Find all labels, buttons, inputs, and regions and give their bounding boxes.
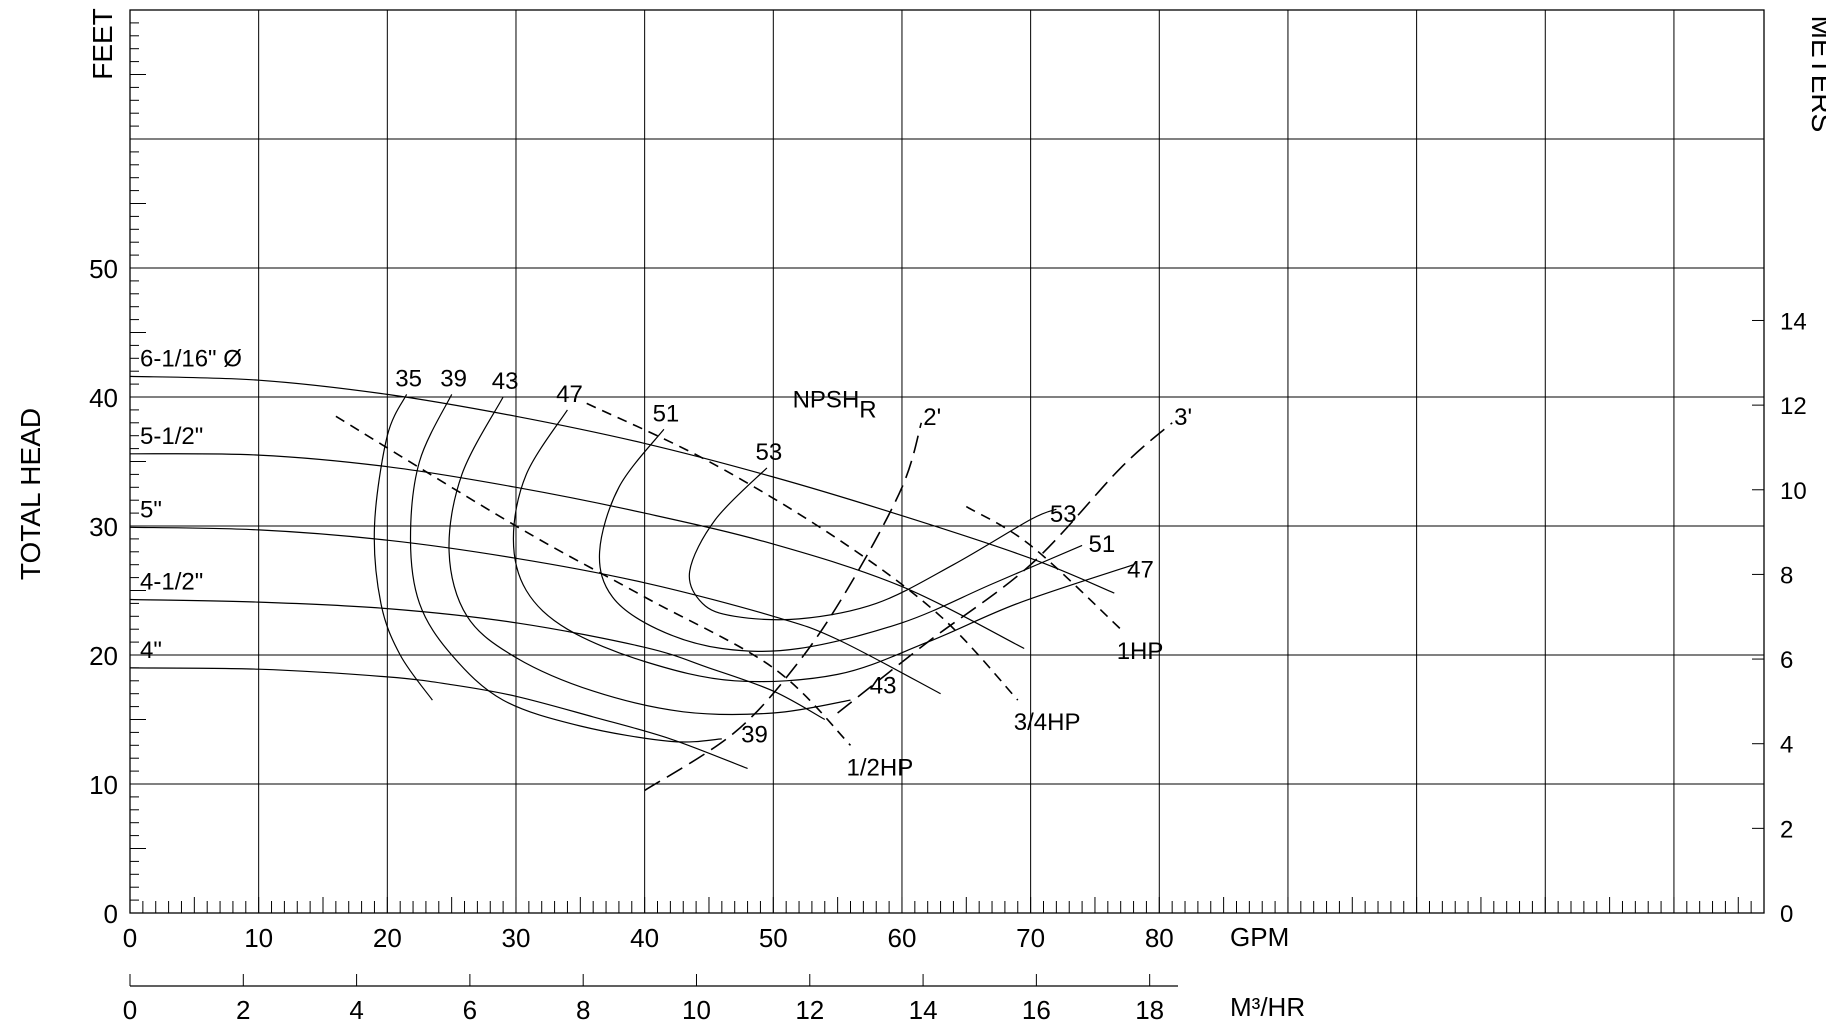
- bottom-unit-label: GPM: [1230, 922, 1289, 952]
- efficiency-end-label: 53: [1050, 501, 1077, 528]
- efficiency-end-label: 47: [1127, 557, 1154, 584]
- right-tick-label: 14: [1780, 308, 1807, 335]
- efficiency-curve: [688, 467, 1057, 621]
- bottom-tick-label: 20: [373, 923, 402, 953]
- m3hr-tick-label: 14: [909, 995, 938, 1024]
- efficiency-end-label: 43: [870, 673, 897, 700]
- efficiency-label: 53: [756, 439, 783, 466]
- npsh-label: NPSHR: [793, 386, 877, 423]
- left-tick-label: 30: [89, 512, 118, 542]
- hp-curve: [335, 415, 852, 746]
- m3hr-tick-label: 6: [463, 995, 477, 1024]
- efficiency-curve: [598, 428, 1083, 652]
- impeller-curve: [129, 667, 748, 770]
- efficiency-curve: [373, 394, 433, 701]
- bottom2-unit-label: M³/HR: [1230, 992, 1305, 1022]
- bottom-tick-label: 50: [759, 923, 788, 953]
- plot-frame: [129, 9, 1765, 914]
- efficiency-label: 47: [556, 381, 583, 408]
- right-tick-label: 8: [1780, 562, 1793, 589]
- curves: [129, 375, 1173, 792]
- axis-ticks: [129, 22, 1764, 987]
- right-tick-label: 2: [1780, 816, 1793, 843]
- efficiency-label: 43: [492, 368, 519, 395]
- m3hr-tick-label: 2: [236, 995, 250, 1024]
- impeller-label: 5-1/2": [140, 423, 203, 450]
- m3hr-tick-label: 8: [576, 995, 590, 1024]
- impeller-label: 5": [140, 496, 162, 523]
- efficiency-label: 39: [440, 365, 467, 392]
- impeller-curve: [129, 453, 1025, 650]
- right-unit-label: METERS: [1806, 16, 1826, 133]
- left-tick-label: 0: [104, 899, 118, 929]
- hp-label: 1/2HP: [847, 754, 914, 781]
- right-tick-label: 10: [1780, 478, 1807, 505]
- left-unit-label: FEET: [87, 8, 118, 80]
- npsh-curve-label: 3': [1174, 404, 1192, 431]
- right-tick-label: 0: [1780, 901, 1793, 928]
- hp-curve: [586, 402, 1019, 701]
- efficiency-end-label: 51: [1089, 531, 1116, 558]
- impeller-curve: [129, 526, 941, 695]
- bottom-tick-label: 10: [244, 923, 273, 953]
- bottom-tick-label: 70: [1016, 923, 1045, 953]
- m3hr-tick-label: 12: [795, 995, 824, 1024]
- hp-label: 3/4HP: [1014, 709, 1081, 736]
- left-tick-label: 10: [89, 770, 118, 800]
- right-tick-label: 12: [1780, 393, 1807, 420]
- impeller-curve: [129, 375, 1115, 594]
- bottom-tick-label: 60: [888, 923, 917, 953]
- left-tick-label: 50: [89, 254, 118, 284]
- npsh-label-main: NPSH: [793, 386, 860, 413]
- npsh-curve: [837, 422, 1173, 714]
- left-axis-title: TOTAL HEAD: [15, 408, 46, 580]
- bottom-tick-label: 0: [123, 923, 137, 953]
- hp-label: 1HP: [1117, 638, 1164, 665]
- bottom-tick-label: 30: [502, 923, 531, 953]
- left-tick-label: 20: [89, 641, 118, 671]
- grid: [129, 9, 1765, 914]
- labels: 0 2 4 6 8 10 12 14 0 10 20 30 40 50 0 10 20 30 40 50 60 70 80 0…: [89, 254, 1807, 1024]
- efficiency-curve: [409, 394, 722, 743]
- npsh-curve: [644, 422, 923, 792]
- efficiency-end-label: 39: [741, 722, 768, 749]
- m3hr-tick-label: 18: [1135, 995, 1164, 1024]
- efficiency-label: 35: [395, 365, 422, 392]
- hp-curve: [965, 505, 1122, 630]
- impeller-label: 4": [140, 637, 162, 664]
- m3hr-tick-label: 4: [349, 995, 363, 1024]
- efficiency-curve: [512, 409, 1134, 683]
- efficiency-label: 51: [653, 400, 680, 427]
- right-tick-label: 4: [1780, 732, 1793, 759]
- bottom-tick-label: 80: [1145, 923, 1174, 953]
- efficiency-curve: [448, 396, 851, 716]
- npsh-curve-label: 2': [923, 404, 941, 431]
- npsh-label-sub: R: [859, 396, 876, 423]
- m3hr-tick-label: 10: [682, 995, 711, 1024]
- right-tick-label: 6: [1780, 647, 1793, 674]
- impeller-label: 6-1/16" Ø: [140, 345, 242, 372]
- m3hr-tick-label: 16: [1022, 995, 1051, 1024]
- m3hr-tick-label: 0: [123, 995, 137, 1024]
- bottom-tick-label: 40: [630, 923, 659, 953]
- left-tick-label: 40: [89, 383, 118, 413]
- impeller-curve: [129, 598, 826, 721]
- impeller-label: 4-1/2": [140, 569, 203, 596]
